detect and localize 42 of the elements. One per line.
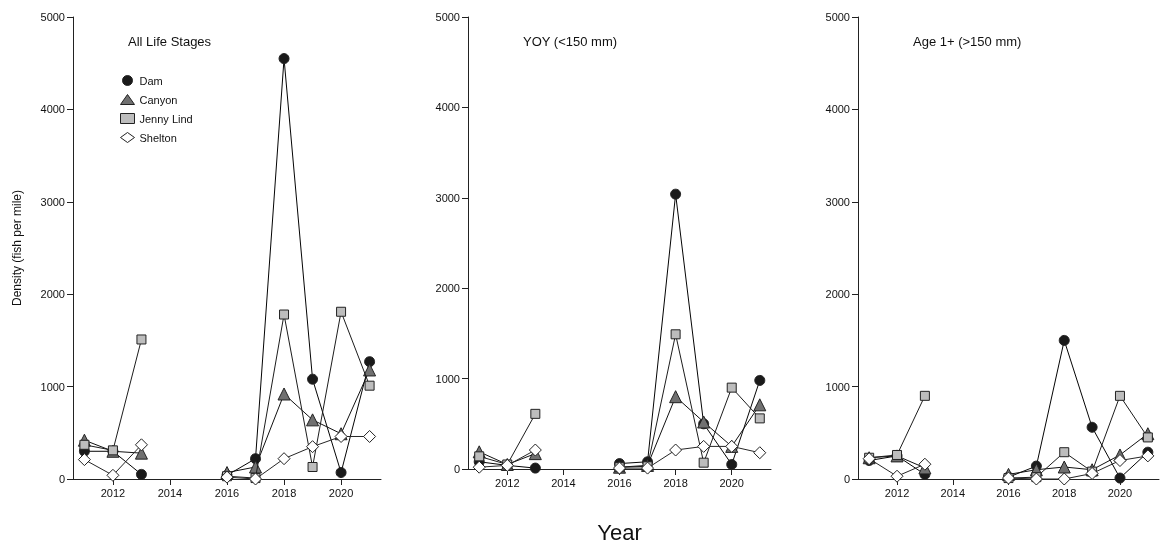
- x-tick-label: 2016: [214, 486, 240, 499]
- legend-label: Dam: [139, 74, 163, 87]
- legend-label: Shelton: [139, 131, 177, 144]
- y-tick-label: 3000: [435, 191, 460, 204]
- x-tick-label: 2012: [495, 476, 520, 489]
- y-tick-label: 5000: [40, 11, 65, 23]
- y-tick-label: 3000: [40, 195, 65, 208]
- y-axis-title: Density (fish per mile): [10, 189, 24, 307]
- x-tick-label: 2012: [884, 486, 910, 499]
- y-tick-label: 4000: [40, 103, 65, 116]
- x-tick-label: 2020: [328, 486, 354, 499]
- y-tick-label: 5000: [825, 11, 850, 23]
- x-axis-title: Year: [597, 519, 642, 545]
- y-tick-label: 4000: [435, 101, 460, 114]
- y-tick-label: 5000: [435, 11, 460, 23]
- y-tick-label: 1000: [40, 380, 65, 393]
- legend-label: Jenny Lind: [139, 112, 193, 125]
- y-tick-label: 1000: [435, 372, 460, 385]
- text: All Life Stages: [128, 34, 212, 49]
- x-tick-label: 2014: [940, 486, 965, 499]
- x-tick-label: 2020: [719, 476, 744, 489]
- x-tick-label: 2012: [100, 486, 126, 499]
- y-tick-label: 2000: [40, 288, 65, 301]
- y-tick-label: 1000: [825, 380, 850, 393]
- y-tick-label: 0: [453, 463, 460, 475]
- x-tick-label: 2014: [157, 486, 183, 499]
- x-tick-label: 2016: [607, 476, 632, 489]
- y-tick-label: 2000: [825, 288, 850, 301]
- x-tick-label: 2018: [1052, 486, 1077, 499]
- legend-label: Canyon: [139, 93, 178, 106]
- text: Age 1+ (>150 mm): [913, 34, 1022, 49]
- y-tick-label: 0: [843, 473, 850, 485]
- x-tick-label: 2018: [271, 486, 297, 499]
- y-tick-label: 2000: [435, 282, 460, 295]
- text: YOY (<150 mm): [523, 34, 618, 49]
- y-tick-label: 0: [58, 473, 65, 485]
- y-tick-label: 4000: [825, 103, 850, 116]
- x-tick-label: 2016: [996, 486, 1021, 499]
- x-tick-label: 2018: [663, 476, 688, 489]
- y-tick-label: 3000: [825, 195, 850, 208]
- x-tick-label: 2020: [1107, 486, 1133, 499]
- x-tick-label: 2014: [551, 476, 576, 489]
